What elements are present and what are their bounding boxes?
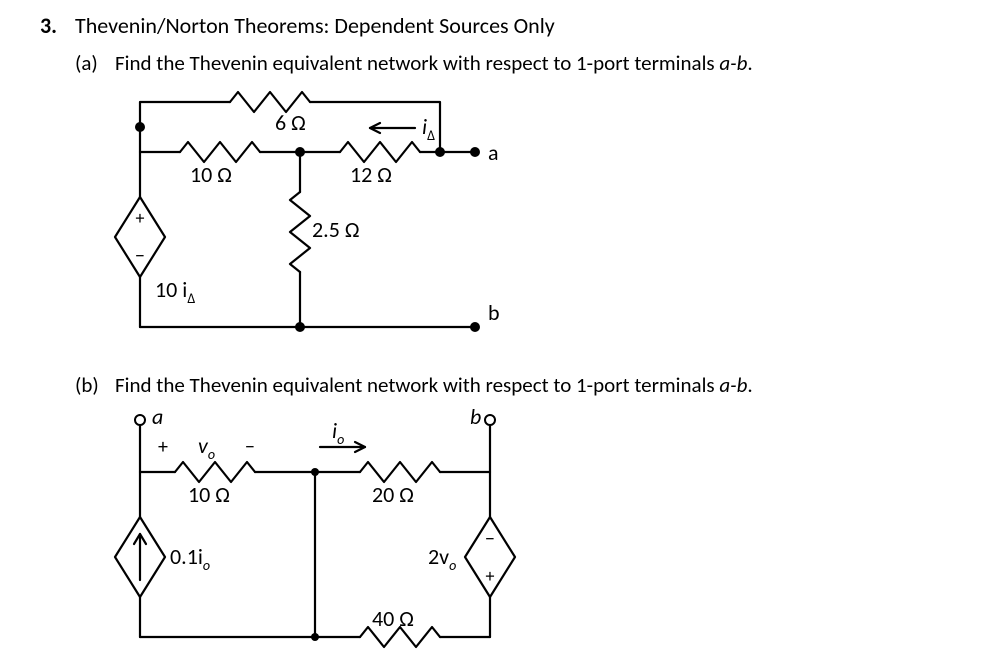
terminal-a-a: a	[488, 139, 499, 166]
io-sym: io	[332, 417, 344, 448]
svg-text:−: −	[485, 527, 495, 551]
part-b-prompt: Find the Thevenin equivalent network wit…	[115, 372, 753, 398]
part-b-label: (b)	[75, 372, 99, 398]
svg-text:+: +	[136, 207, 145, 229]
part-b-period: .	[747, 372, 752, 398]
label-r6: 6 Ω	[275, 109, 306, 136]
part-a-terminals: a-b	[719, 50, 747, 76]
terminal-b-b: b	[470, 403, 481, 430]
circuit-b: − + a b + vo − io 10 Ω 20 Ω 40 Ω 0.1io 2…	[110, 402, 610, 662]
part-b-terminals: a-b	[719, 372, 747, 398]
vo-minus: −	[245, 435, 255, 459]
label-r10a: 10 Ω	[190, 161, 232, 188]
label-vcvs-a: 10 iΔ	[155, 276, 195, 307]
label-r40: 40 Ω	[372, 605, 414, 632]
svg-text:+: +	[486, 565, 495, 587]
problem-number: 3.	[40, 12, 57, 39]
label-cccs: 0.1io	[170, 543, 210, 574]
label-r12: 12 Ω	[350, 161, 392, 188]
label-r10b: 10 Ω	[188, 481, 230, 508]
vo-sym: vo	[198, 432, 215, 463]
circuit-a: + − 6 Ω 10 Ω 12 Ω 2.5 Ω iΔ 10 iΔ a b	[110, 82, 610, 352]
part-a-prompt-text: Find the Thevenin equivalent network wit…	[115, 50, 719, 76]
terminal-a-b: b	[488, 299, 500, 326]
svg-text:−: −	[135, 244, 145, 268]
label-idelta: iΔ	[422, 113, 435, 144]
part-a-period: .	[747, 50, 752, 76]
vo-plus: +	[158, 435, 168, 459]
part-a-prompt: Find the Thevenin equivalent network wit…	[115, 50, 753, 76]
part-a-label: (a)	[75, 50, 98, 76]
label-r25: 2.5 Ω	[312, 216, 359, 243]
part-b-prompt-text: Find the Thevenin equivalent network wit…	[115, 372, 719, 398]
terminal-b-a: a	[152, 403, 163, 430]
problem-title: Thevenin/Norton Theorems: Dependent Sour…	[75, 12, 555, 39]
label-r20: 20 Ω	[372, 481, 414, 508]
label-vcvs-b: 2vo	[428, 543, 456, 574]
